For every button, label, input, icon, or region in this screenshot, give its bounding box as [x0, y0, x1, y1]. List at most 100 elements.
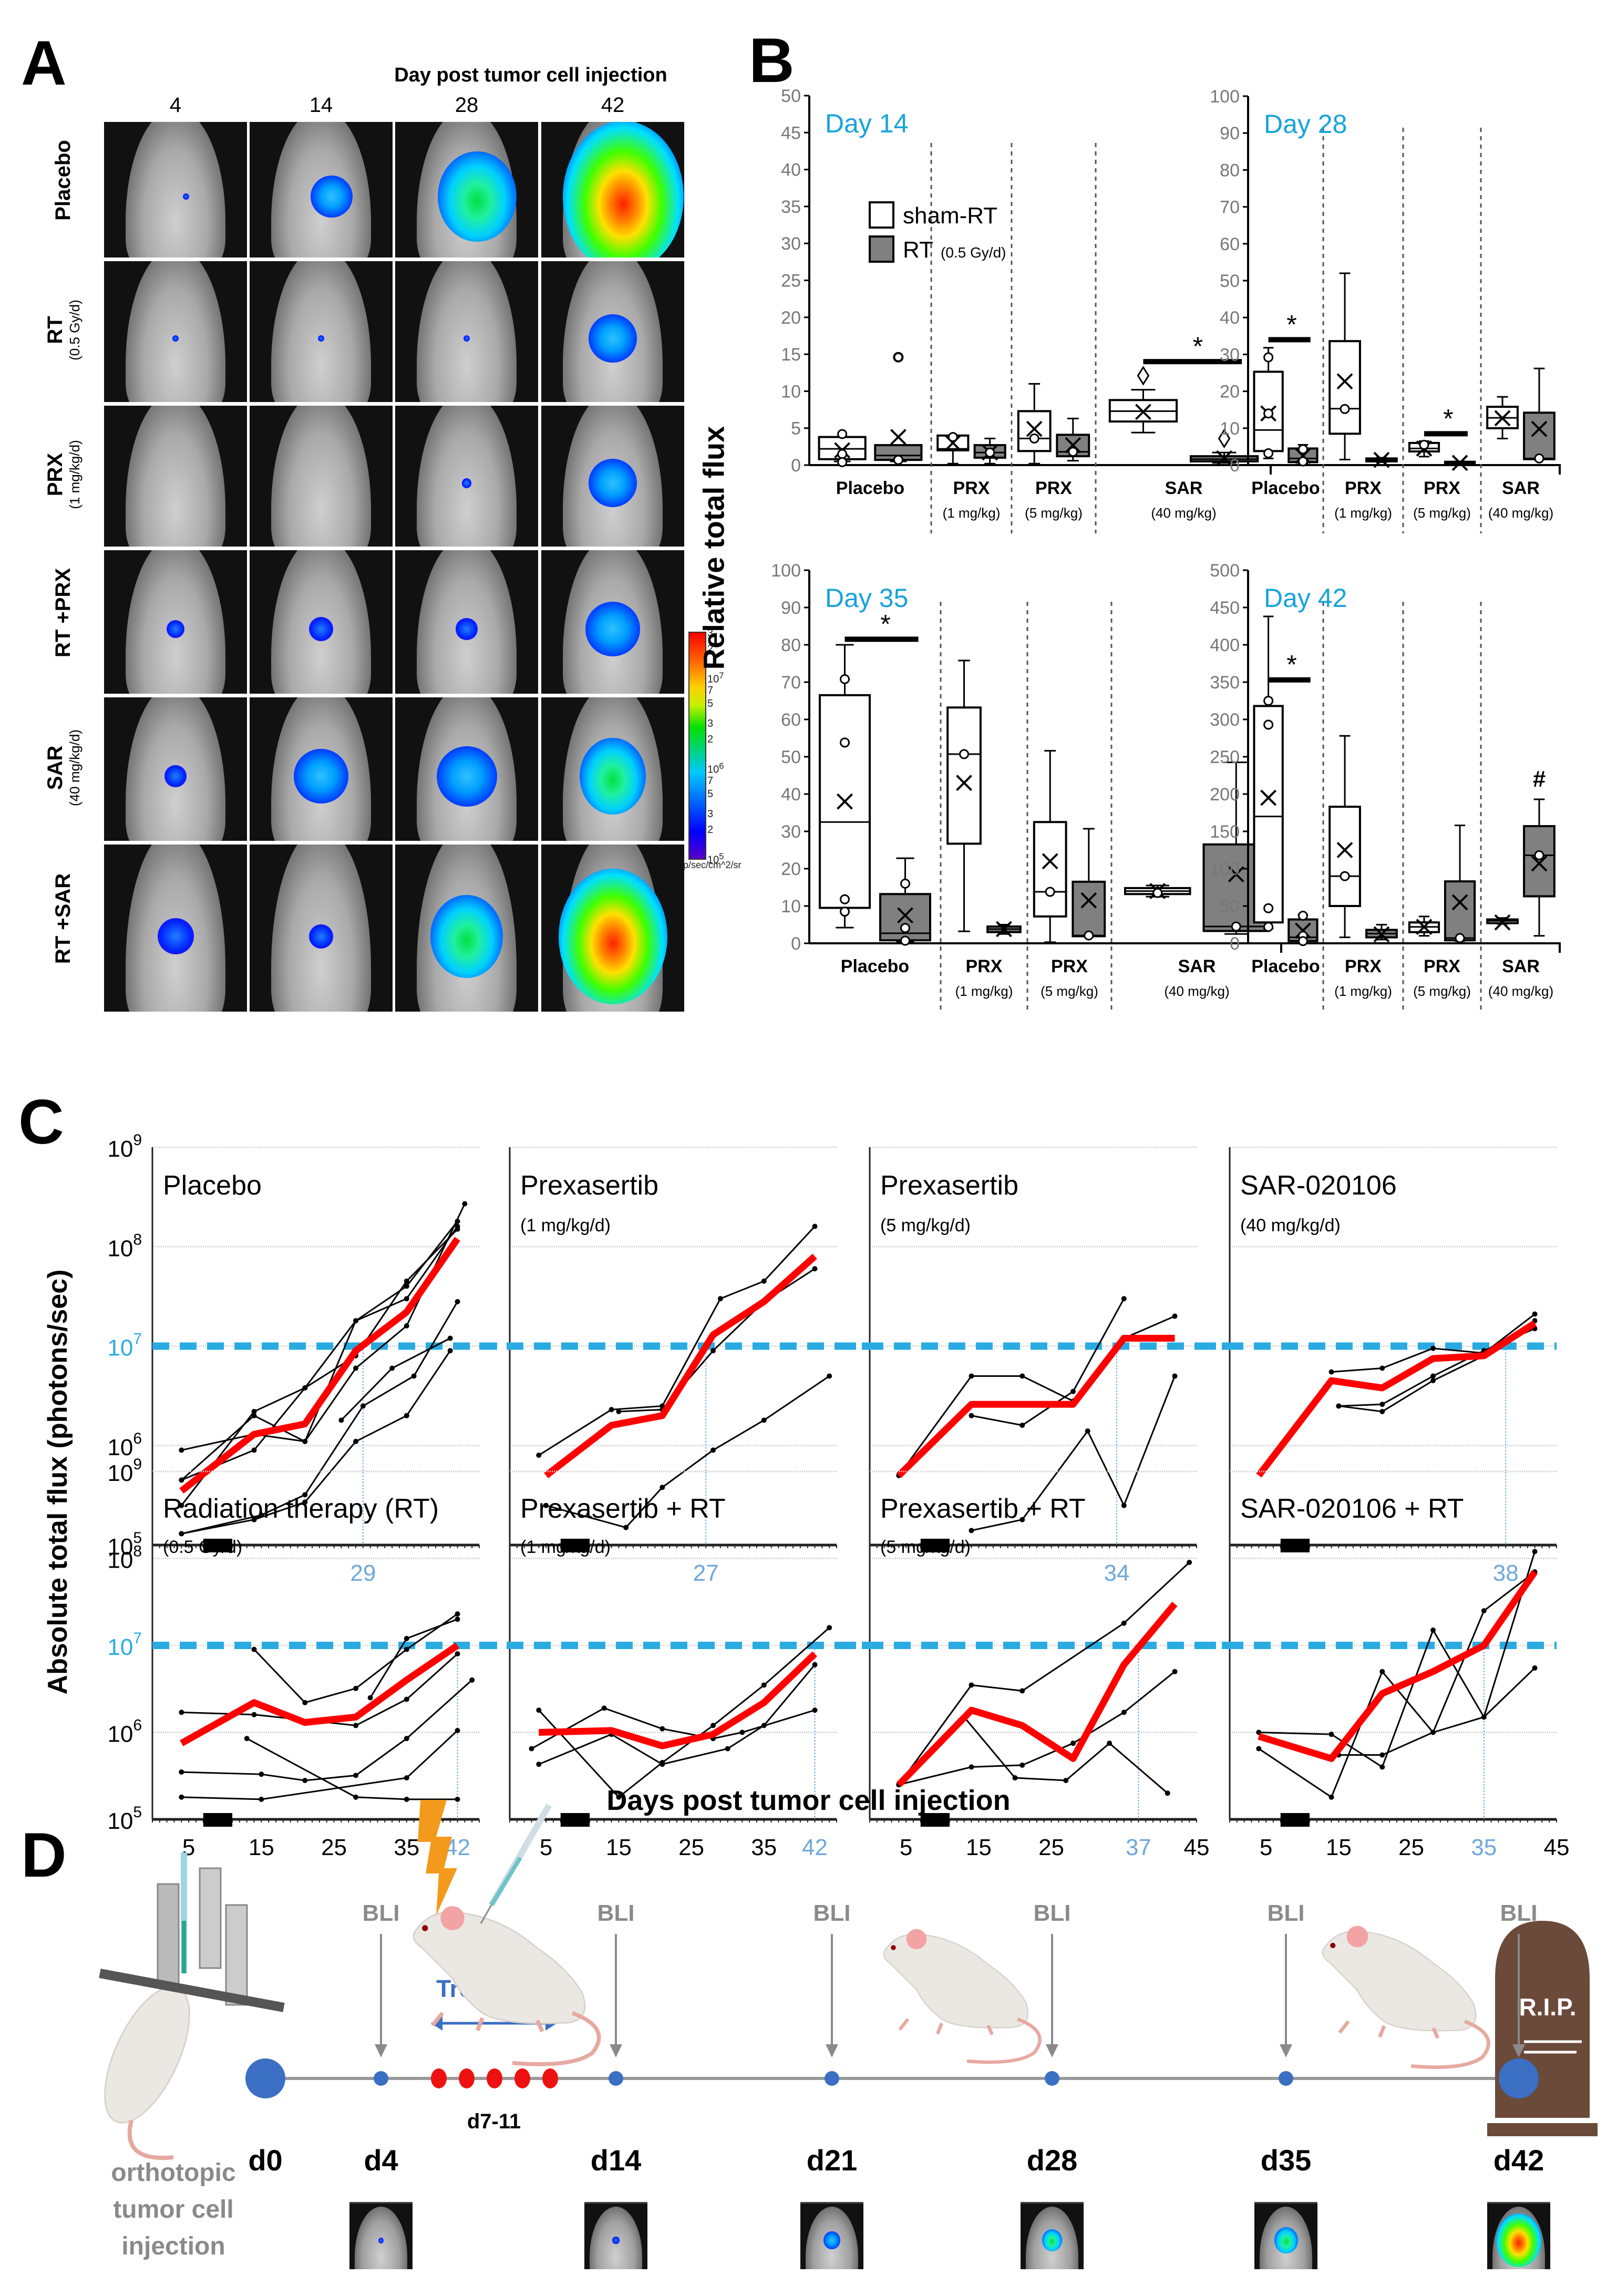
individual-data-point	[338, 1417, 344, 1423]
y-tick-label: 60	[781, 710, 801, 730]
data-point	[1263, 408, 1274, 419]
individual-data-point	[302, 1385, 308, 1391]
group-label: SAR	[1165, 478, 1203, 498]
individual-data-point	[404, 1646, 409, 1652]
individual-data-point	[710, 1723, 716, 1728]
bli-arrowhead	[610, 2044, 622, 2057]
significance-marker: *	[880, 609, 890, 639]
frame-post	[157, 1883, 180, 1985]
bli-arrowhead	[1046, 2044, 1058, 2057]
chart-title: Prexasertib	[520, 1170, 658, 1201]
data-point	[1045, 887, 1055, 897]
y-tick-label: 30	[781, 822, 801, 842]
individual-data-point	[404, 1278, 409, 1284]
individual-data-point	[1121, 1296, 1127, 1302]
chart-subtitle: (5 mg/kg/d)	[880, 1216, 971, 1235]
bioluminescence-signal	[430, 894, 503, 979]
crossing-day-label: 38	[1493, 1560, 1519, 1586]
group-dose-label: (1 mg/kg)	[1334, 505, 1392, 521]
box-sham-rt	[819, 644, 871, 929]
mouse-head-image	[416, 406, 517, 547]
y-tick-label: 108	[107, 1231, 142, 1261]
individual-data-point	[179, 1477, 184, 1483]
bli-image	[395, 261, 538, 402]
group-dose-label: (40 mg/kg)	[1488, 505, 1553, 521]
chart-title: SAR-020106 + RT	[1240, 1494, 1464, 1524]
individual-data-point	[404, 1296, 409, 1302]
individual-data-point	[761, 1278, 767, 1284]
individual-data-point	[251, 1646, 257, 1652]
chart-subtitle: (1 mg/kg/d)	[520, 1216, 611, 1235]
significance-marker: *	[1286, 310, 1296, 339]
bioluminescence-signal	[183, 193, 189, 200]
day-label: Day 14	[825, 109, 908, 138]
colorbar-tick-label: 3	[707, 717, 714, 729]
timepoint-dot	[245, 2058, 285, 2098]
box-rt	[1365, 924, 1398, 943]
mouse-tail	[127, 2120, 174, 2160]
individual-mouse-line	[181, 1301, 458, 1535]
individual-data-point	[1256, 1746, 1262, 1752]
y-tick-label: 109	[107, 1131, 142, 1162]
growth-chart-10: Prexasertib + RT (5 mg/kg/d) 5 15 25 37 45	[839, 1470, 1227, 1860]
individual-data-point	[969, 1682, 974, 1688]
mean-marker	[1065, 437, 1082, 454]
colorbar-tick-label: 7	[707, 775, 714, 787]
mean-marker	[1451, 455, 1468, 471]
individual-data-point	[812, 1707, 818, 1713]
individual-data-point	[1172, 1669, 1178, 1674]
y-tick-label: 350	[1210, 673, 1240, 693]
y-tick-label: 100	[1210, 87, 1240, 107]
mouse-tail	[512, 2011, 601, 2066]
bioluminescence-signal	[823, 2231, 840, 2250]
timepoint-label: d42	[1494, 2144, 1544, 2177]
mean-marker	[1494, 914, 1511, 931]
individual-data-point	[710, 1348, 716, 1354]
crossing-day-label: 27	[693, 1560, 719, 1586]
individual-data-point	[969, 1373, 974, 1379]
day-label: 4	[169, 94, 182, 117]
iqr-box	[1328, 340, 1361, 435]
group-dose-label: (5 mg/kg)	[1413, 505, 1471, 521]
group-dose-label: (1 mg/kg)	[955, 983, 1013, 999]
x-tick-label: 15	[966, 1835, 992, 1860]
growth-chart-9: Prexasertib + RT (1 mg/kg/d) 5 15 25 35 42	[479, 1470, 867, 1860]
data-point	[1152, 888, 1163, 898]
panel-c-letter: C	[18, 1087, 64, 1157]
y-tick-label: 109	[107, 1456, 142, 1486]
bli-image	[395, 550, 538, 694]
group-label: PRX	[1035, 478, 1072, 498]
bli-colorbar	[688, 632, 706, 860]
chart-subtitle: (40 mg/kg/d)	[1240, 1216, 1341, 1235]
individual-data-point	[1121, 1620, 1127, 1626]
individual-data-point	[353, 1773, 359, 1778]
group-label: PRX	[966, 956, 1003, 976]
box-sham-rt	[1408, 915, 1440, 937]
box-rt	[1365, 451, 1398, 468]
individual-data-point	[1379, 1669, 1385, 1674]
group-label: Placebo	[1251, 956, 1320, 976]
data-point	[1068, 447, 1078, 457]
timepoint-dot	[825, 2071, 839, 2086]
individual-data-point	[404, 1775, 409, 1781]
y-tick-label: 80	[1220, 160, 1240, 180]
crossing-day-label: 34	[1104, 1560, 1129, 1586]
individual-data-point	[761, 1723, 767, 1728]
y-tick-label: 5	[791, 419, 801, 439]
box-sham-rt	[1486, 914, 1519, 931]
mouse-head-image	[271, 406, 372, 547]
individual-data-point	[302, 1777, 308, 1783]
mean-marker	[1135, 404, 1151, 420]
individual-mouse-line	[181, 1228, 458, 1481]
group-dose-label: (5 mg/kg)	[1025, 505, 1083, 521]
colorbar-tick-label: 7	[707, 684, 714, 696]
y-tick-label: 35	[781, 197, 801, 217]
individual-data-point	[411, 1373, 417, 1379]
mouse-body	[883, 1933, 1029, 2029]
data-point	[1263, 696, 1274, 706]
bli-image	[250, 261, 393, 402]
individual-mouse-line	[246, 1737, 458, 1800]
bioluminescence-signal	[318, 335, 324, 342]
treatment-window-bar	[560, 1539, 590, 1552]
mouse-head-image	[125, 406, 226, 547]
